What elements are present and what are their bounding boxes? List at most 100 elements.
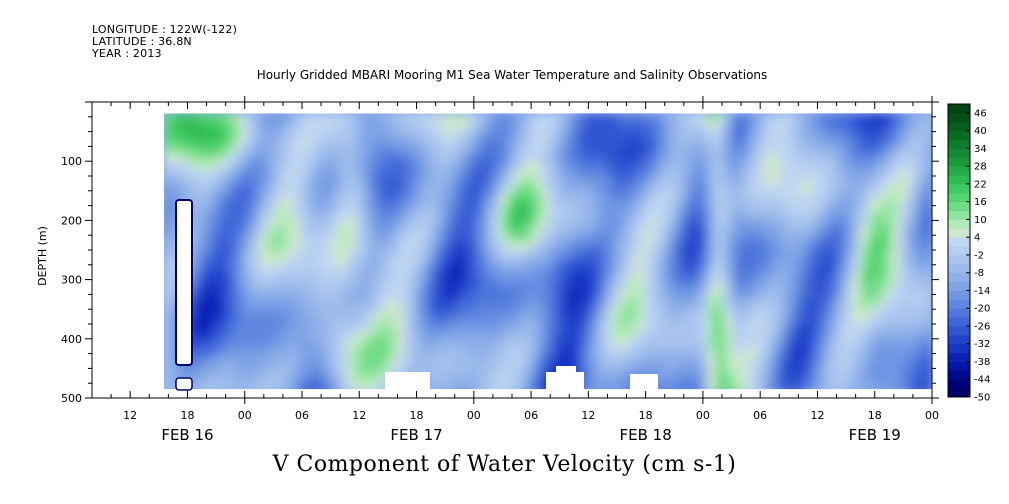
heatmap-cell [908, 121, 917, 131]
heatmap-cell [732, 257, 741, 267]
heatmap-cell [620, 177, 629, 187]
heatmap-cell [508, 321, 517, 331]
heatmap-cell [812, 385, 821, 390]
heatmap-cell [796, 305, 805, 315]
heatmap-cell [428, 129, 437, 139]
heatmap-cell [396, 329, 405, 339]
heatmap-cell [596, 281, 605, 291]
heatmap-cell [884, 265, 893, 275]
heatmap-cell [628, 313, 637, 323]
heatmap-cell [772, 225, 781, 235]
colorbar-tick-label: -26 [974, 321, 990, 332]
heatmap-cell [356, 353, 365, 363]
heatmap-cell [612, 281, 621, 291]
heatmap-cell [636, 177, 645, 187]
heatmap-cell [244, 185, 253, 195]
heatmap-cell [508, 337, 517, 347]
heatmap-cell [884, 257, 893, 267]
heatmap-cell [204, 369, 213, 379]
heatmap-cell [756, 129, 765, 139]
heatmap-cell [756, 305, 765, 315]
heatmap-cell [476, 305, 485, 315]
heatmap-cell [340, 209, 349, 219]
heatmap-cell [324, 177, 333, 187]
heatmap-cell [412, 225, 421, 235]
heatmap-cell [692, 369, 701, 379]
heatmap-cell [524, 137, 533, 147]
heatmap-cell [748, 129, 757, 139]
heatmap-cell [740, 273, 749, 283]
heatmap-cell [348, 385, 357, 390]
heatmap-cell [860, 345, 869, 355]
heatmap-cell [844, 233, 853, 243]
heatmap-cell [620, 137, 629, 147]
heatmap-cell [924, 153, 932, 163]
heatmap-cell [716, 361, 725, 371]
heatmap-cell [916, 377, 925, 387]
heatmap-cell [812, 313, 821, 323]
heatmap-cell [244, 177, 253, 187]
heatmap-cell [812, 145, 821, 155]
heatmap-cell [924, 201, 932, 211]
heatmap-cell [212, 337, 221, 347]
heatmap-cell [428, 313, 437, 323]
heatmap-cell [548, 209, 557, 219]
heatmap-cell [364, 385, 373, 390]
heatmap-cell [404, 345, 413, 355]
heatmap-cell [452, 249, 461, 259]
heatmap-cell [876, 209, 885, 219]
heatmap-cell [356, 241, 365, 251]
heatmap-cell [756, 241, 765, 251]
heatmap-cell [300, 273, 309, 283]
heatmap-cell [428, 305, 437, 315]
heatmap-cell [660, 329, 669, 339]
heatmap-cell [812, 169, 821, 179]
heatmap-cell [340, 225, 349, 235]
heatmap-cell [220, 201, 229, 211]
heatmap-cell [844, 329, 853, 339]
heatmap-cell [308, 217, 317, 227]
heatmap-cell [740, 121, 749, 131]
heatmap-cell [324, 145, 333, 155]
heatmap-cell [756, 369, 765, 379]
heatmap-cell [252, 209, 261, 219]
heatmap-cell [836, 121, 845, 131]
heatmap-cell [892, 113, 901, 123]
heatmap-cell [876, 313, 885, 323]
x-hour-tick-label: 12 [123, 409, 137, 422]
heatmap-cell [660, 185, 669, 195]
heatmap-cell [524, 361, 533, 371]
heatmap-cell [452, 369, 461, 379]
latitude-label: LATITUDE : 36.8N [92, 35, 192, 48]
heatmap-cell [268, 257, 277, 267]
heatmap-cell [724, 281, 733, 291]
heatmap-cell [404, 209, 413, 219]
heatmap-cell [404, 353, 413, 363]
heatmap-cell [812, 353, 821, 363]
heatmap-cell [820, 289, 829, 299]
heatmap-cell [860, 185, 869, 195]
heatmap-cell [916, 113, 925, 123]
heatmap-cell [188, 113, 197, 123]
heatmap-cell [268, 185, 277, 195]
heatmap-cell [516, 121, 525, 131]
heatmap-cell [652, 193, 661, 203]
heatmap-cell [524, 233, 533, 243]
heatmap-cell [684, 137, 693, 147]
heatmap-cell [388, 161, 397, 171]
heatmap-cell [868, 369, 877, 379]
heatmap-cell [596, 193, 605, 203]
heatmap-cell [348, 185, 357, 195]
heatmap-cell [500, 385, 509, 390]
heatmap-cell [508, 225, 517, 235]
heatmap-cell [628, 217, 637, 227]
heatmap-cell [300, 145, 309, 155]
heatmap-cell [788, 361, 797, 371]
heatmap-cell [404, 137, 413, 147]
heatmap-cell [236, 313, 245, 323]
heatmap-cell [660, 345, 669, 355]
heatmap-cell [772, 273, 781, 283]
heatmap-cell [820, 313, 829, 323]
heatmap-cell [476, 281, 485, 291]
heatmap-cell [452, 145, 461, 155]
